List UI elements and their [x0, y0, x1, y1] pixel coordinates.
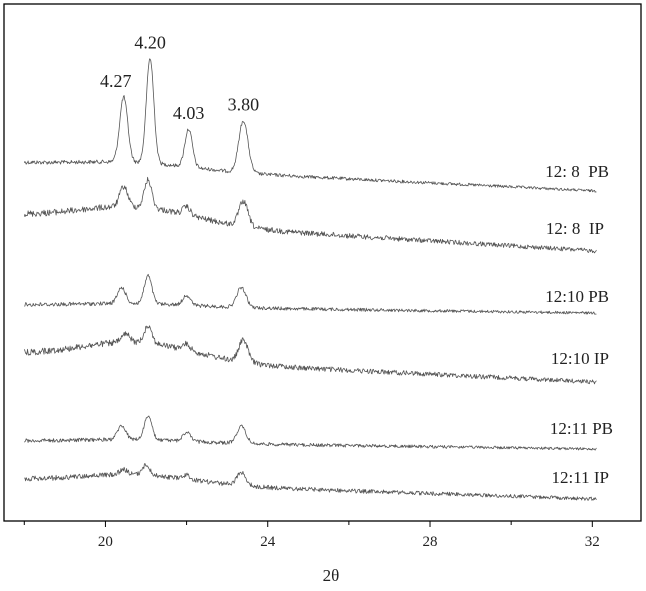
x-tick-label-24: 24 [260, 534, 276, 550]
x-axis-ticks [23, 521, 593, 527]
peak-label-2: 4.20 [134, 32, 166, 52]
trace-5 [24, 415, 597, 451]
peak-label-1: 4.27 [100, 71, 132, 91]
series-label-1: 12: 8 PB [545, 162, 609, 181]
series-label-4: 12:10 IP [551, 349, 609, 368]
peak-label-4: 3.80 [228, 95, 260, 115]
trace-3 [24, 273, 597, 315]
plot-frame [3, 3, 642, 522]
x-tick-label-20: 20 [98, 534, 113, 550]
trace-1 [23, 58, 597, 193]
series-label-3: 12:10 PB [545, 287, 609, 306]
x-tick-label-32: 32 [585, 534, 600, 550]
trace-2 [23, 176, 597, 254]
series-label-5: 12:11 PB [550, 419, 613, 438]
peak-label-3: 4.03 [173, 103, 205, 123]
trace-6 [24, 463, 597, 501]
peak-annotations: 4.274.20 4.03 3.80 [100, 32, 259, 123]
series-label-6: 12:11 IP [552, 468, 609, 487]
x-tick-label-28: 28 [423, 534, 438, 550]
x-axis-tick-labels: 20 24 28 32 [98, 534, 600, 550]
series-labels: 12: 8 PB 12: 8 IP 12:10 PB 12:10 IP 12:11 PB… [545, 162, 613, 487]
trace-4 [23, 325, 597, 385]
x-axis-label: 2θ [323, 566, 340, 585]
series-label-2: 12: 8 IP [546, 219, 604, 238]
series-traces [23, 58, 597, 501]
